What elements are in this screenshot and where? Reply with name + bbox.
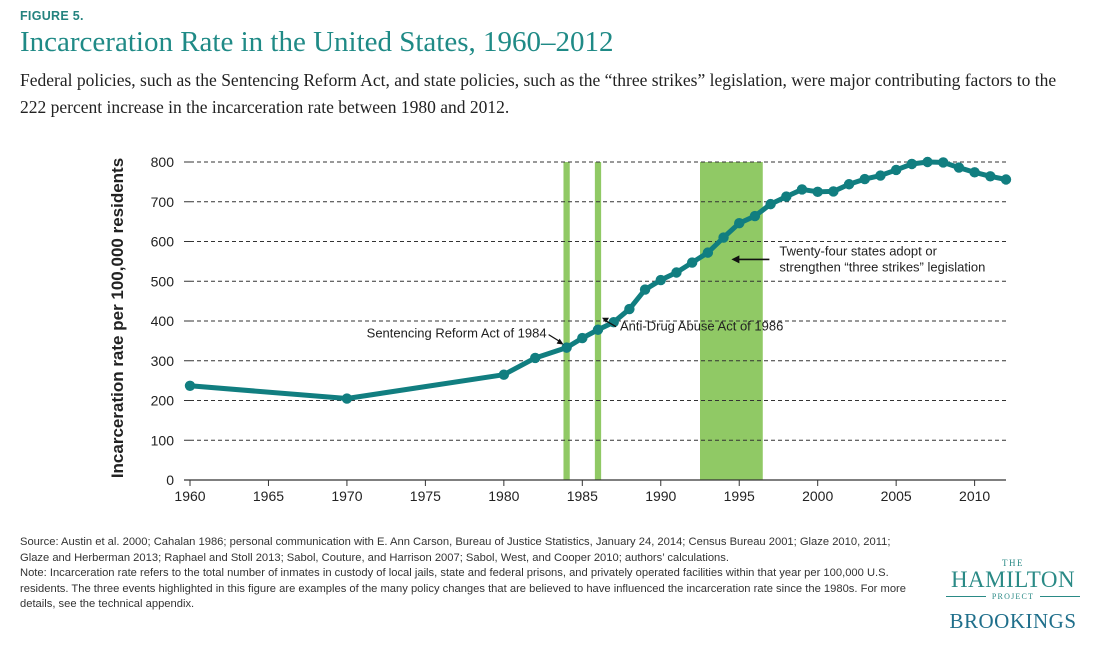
data-point-1989 [639, 284, 651, 295]
data-point-2009 [953, 162, 965, 173]
chart-subtitle: Federal policies, such as the Sentencing… [20, 70, 1057, 117]
data-point-1998 [781, 191, 792, 202]
data-point-2000 [812, 186, 823, 198]
data-point-2004 [875, 170, 886, 181]
y-tick-label: 800 [151, 154, 175, 170]
x-tick-label: 2005 [881, 488, 912, 504]
x-tick-label: 1980 [488, 488, 519, 504]
chart-title: Incarceration Rate in the United States,… [20, 26, 614, 58]
y-tick-label: 400 [151, 313, 175, 329]
data-point-1994 [718, 232, 729, 243]
x-tick-label: 2010 [959, 488, 990, 504]
data-point-1995 [734, 218, 745, 229]
logo-hamilton: HAMILTON [950, 567, 1076, 592]
data-point-1960 [184, 380, 196, 391]
data-point-1990 [655, 274, 666, 286]
data-point-1970 [341, 393, 353, 404]
data-point-1996 [749, 210, 761, 222]
data-point-2002 [843, 179, 855, 190]
figure-label: FIGURE 5. [20, 9, 84, 23]
annotation-three-strikes-line-1: strengthen “three strikes” legislation [779, 259, 985, 274]
footnotes: Source: Austin et al. 2000; Cahalan 1986… [20, 535, 920, 613]
data-point-1985 [577, 332, 588, 344]
logo-rule-left [946, 596, 986, 597]
highlight-band-0 [563, 162, 570, 480]
annotation-arrowhead-three-strikes [731, 255, 740, 264]
data-point-1980 [498, 369, 510, 380]
y-tick-label: 0 [166, 472, 174, 488]
logo-brookings: BROOKINGS [949, 609, 1077, 633]
annotation-three-strikes-line-0: Twenty-four states adopt or [779, 243, 937, 258]
x-tick-label: 1995 [724, 488, 755, 504]
data-point-2006 [906, 158, 918, 170]
y-tick-label: 600 [151, 234, 175, 250]
data-point-1993 [702, 247, 714, 258]
annotation-arrowhead-anti-drug [602, 317, 609, 323]
x-tick-label: 1960 [174, 488, 205, 504]
data-point-2011 [985, 171, 996, 182]
data-point-1988 [624, 303, 635, 315]
data-point-1997 [765, 198, 776, 210]
data-point-1987 [608, 316, 619, 328]
y-tick-label: 100 [151, 432, 175, 448]
data-point-2007 [922, 156, 933, 168]
x-tick-label: 2000 [802, 488, 833, 504]
y-tick-label: 700 [151, 194, 175, 210]
logo-rule-right [1040, 596, 1080, 597]
annotation-anti-drug-abuse-act: Anti-Drug Abuse Act of 1986 [620, 319, 783, 334]
data-point-1999 [796, 184, 808, 195]
data-point-2012 [1000, 174, 1012, 185]
data-point-2001 [828, 186, 839, 197]
data-point-1991 [671, 267, 682, 278]
definition-note: Note: Incarceration rate refers to the t… [20, 567, 906, 610]
data-point-2005 [890, 164, 902, 176]
data-point-1984 [561, 342, 572, 353]
data-point-1982 [530, 352, 541, 364]
y-tick-label: 200 [151, 393, 175, 409]
logo-the: THE [1002, 558, 1024, 568]
data-point-2010 [969, 167, 980, 178]
data-point-2008 [938, 157, 949, 168]
x-tick-label: 1965 [253, 488, 284, 504]
data-point-2003 [859, 173, 870, 185]
source-note: Source: Austin et al. 2000; Cahalan 1986… [20, 536, 891, 564]
y-axis-label: Incarceration rate per 100,000 residents [108, 158, 127, 478]
y-tick-label: 500 [151, 273, 175, 289]
data-point-1992 [686, 257, 698, 268]
x-tick-label: 1970 [331, 488, 362, 504]
data-point-1986 [592, 324, 604, 335]
logo-project: PROJECT [991, 592, 1035, 601]
annotation-sentencing-reform-act: Sentencing Reform Act of 1984 [367, 326, 547, 341]
y-tick-label: 300 [151, 353, 175, 369]
x-tick-label: 1975 [410, 488, 441, 504]
x-tick-label: 1985 [567, 488, 598, 504]
annotation-arrowhead-sentencing [556, 338, 564, 345]
hamilton-brookings-logo: THE HAMILTON PROJECT BROOKINGS [940, 558, 1086, 638]
x-tick-label: 1990 [645, 488, 676, 504]
